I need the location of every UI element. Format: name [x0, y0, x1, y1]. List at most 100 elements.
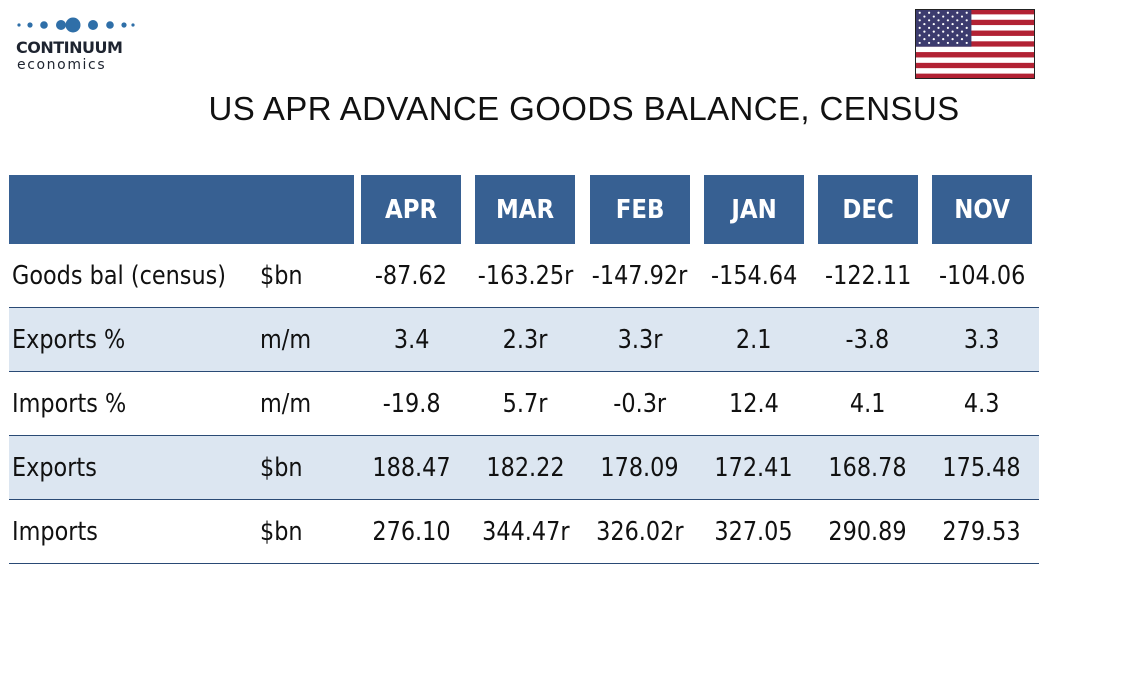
- row-unit-text: $bn: [260, 516, 303, 547]
- table-cell: 175.48: [924, 435, 1039, 500]
- cell-value: -87.62: [375, 260, 448, 291]
- row-label-text: Imports %: [12, 388, 127, 419]
- row-unit: $bn: [254, 244, 355, 308]
- row-unit: m/m: [254, 307, 355, 372]
- table-cell: 290.89: [810, 499, 925, 564]
- table-cell: -19.8: [354, 371, 469, 436]
- cell-value: 2.1: [735, 324, 772, 355]
- table-cell: 3.4: [354, 307, 469, 372]
- row-unit: $bn: [254, 435, 355, 500]
- cell-value: 327.05: [714, 516, 793, 547]
- table-cell: 188.47: [354, 435, 469, 500]
- table-row: Imports % m/m -19.8 5.7r -0.3r 12.4 4.1 …: [9, 371, 1039, 436]
- table-cell: -87.62: [354, 244, 469, 308]
- row-unit-text: $bn: [260, 260, 303, 291]
- cell-value: 2.3r: [503, 324, 548, 355]
- cell-value: 4.3: [964, 388, 1000, 419]
- cell-value: 3.4: [393, 324, 430, 355]
- cell-value: 3.3: [964, 324, 1000, 355]
- cell-value: 344.47r: [481, 516, 570, 547]
- cell-value: 172.41: [714, 452, 793, 483]
- table-cell: 3.3r: [582, 307, 697, 372]
- cell-value: 12.4: [728, 388, 779, 419]
- column-header: NOV: [931, 175, 1033, 244]
- logo-wordmark: CONTINUUM: [16, 38, 123, 57]
- row-label: Imports %: [9, 371, 255, 436]
- cell-value: 4.1: [850, 388, 886, 419]
- table-row: Goods bal (census) $bn -87.62 -163.25r -…: [9, 244, 1039, 308]
- cell-value: -0.3r: [613, 388, 667, 419]
- row-label-text: Exports %: [12, 324, 126, 355]
- table-cell: 5.7r: [468, 371, 583, 436]
- table-cell: 327.05: [696, 499, 811, 564]
- cell-value: -104.06: [938, 260, 1026, 291]
- column-header: MAR: [475, 175, 576, 244]
- column-header: JAN: [703, 175, 804, 244]
- row-unit-text: $bn: [260, 452, 303, 483]
- cell-value: 182.22: [486, 452, 565, 483]
- cell-value: 188.47: [372, 452, 451, 483]
- table-cell: -122.11: [810, 244, 925, 308]
- us-flag-icon: [915, 9, 1035, 79]
- cell-value: 276.10: [372, 516, 451, 547]
- row-label-text: Goods bal (census): [12, 260, 226, 291]
- table-cell: 168.78: [810, 435, 925, 500]
- header-blank-cell: [254, 175, 355, 244]
- table-cell: -3.8: [810, 307, 925, 372]
- cell-value: 175.48: [942, 452, 1022, 483]
- row-unit: $bn: [254, 499, 355, 564]
- table-row: Imports $bn 276.10 344.47r 326.02r 327.0…: [9, 499, 1039, 564]
- row-unit: m/m: [254, 371, 355, 436]
- table-header-row: APR MAR FEB JAN DEC NOV: [9, 175, 1039, 244]
- table-cell: 2.1: [696, 307, 811, 372]
- table-cell: 326.02r: [582, 499, 697, 564]
- table-cell: 4.1: [810, 371, 925, 436]
- row-label-text: Imports: [12, 516, 98, 547]
- row-label: Goods bal (census): [9, 244, 255, 308]
- cell-value: 326.02r: [595, 516, 684, 547]
- row-unit-text: m/m: [260, 324, 312, 355]
- header-blank-cell: [9, 175, 255, 244]
- cell-value: -19.8: [382, 388, 441, 419]
- table-cell: 276.10: [354, 499, 469, 564]
- cell-value: -122.11: [824, 260, 911, 291]
- page-title: US APR ADVANCE GOODS BALANCE, CENSUS: [208, 90, 960, 127]
- row-label: Exports %: [9, 307, 255, 372]
- cell-value: -154.64: [710, 260, 797, 291]
- cell-value: -147.92r: [591, 260, 688, 291]
- cell-value: 168.78: [828, 452, 907, 483]
- row-label: Exports: [9, 435, 255, 500]
- table-cell: 12.4: [696, 371, 811, 436]
- table-row: Exports % m/m 3.4 2.3r 3.3r 2.1 -3.8 3.3: [9, 307, 1039, 372]
- continuum-economics-logo: CONTINUUM economics: [14, 14, 144, 78]
- table-cell: -147.92r: [582, 244, 697, 308]
- column-header: APR: [361, 175, 462, 244]
- table-cell: 172.41: [696, 435, 811, 500]
- logo-dots-icon: [17, 17, 135, 33]
- cell-value: 178.09: [600, 452, 679, 483]
- table-cell: 182.22: [468, 435, 583, 500]
- cell-value: 3.3r: [617, 324, 662, 355]
- column-header: DEC: [817, 175, 919, 244]
- row-label-text: Exports: [12, 452, 97, 483]
- table-cell: 344.47r: [468, 499, 583, 564]
- table-cell: -104.06: [924, 244, 1039, 308]
- column-header: FEB: [589, 175, 690, 244]
- cell-value: -3.8: [846, 324, 890, 355]
- table-cell: -0.3r: [582, 371, 697, 436]
- cell-value: -163.25r: [477, 260, 574, 291]
- data-table: APR MAR FEB JAN DEC NOV Goods bal (censu…: [9, 175, 1039, 564]
- cell-value: 279.53: [942, 516, 1022, 547]
- table-cell: -163.25r: [468, 244, 583, 308]
- cell-value: 5.7r: [503, 388, 548, 419]
- table-cell: 2.3r: [468, 307, 583, 372]
- row-label: Imports: [9, 499, 255, 564]
- table-row: Exports $bn 188.47 182.22 178.09 172.41 …: [9, 435, 1039, 500]
- row-unit-text: m/m: [260, 388, 312, 419]
- logo-subtitle: economics: [17, 57, 107, 73]
- table-cell: -154.64: [696, 244, 811, 308]
- table-cell: 4.3: [924, 371, 1039, 436]
- table-cell: 3.3: [924, 307, 1039, 372]
- table-cell: 178.09: [582, 435, 697, 500]
- table-cell: 279.53: [924, 499, 1039, 564]
